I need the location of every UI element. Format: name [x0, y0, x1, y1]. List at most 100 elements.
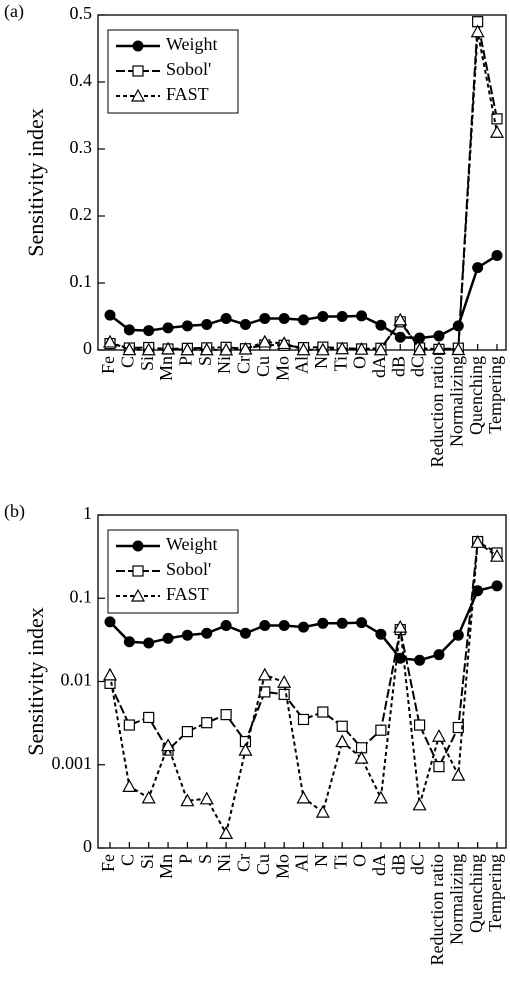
- marker: [278, 313, 290, 325]
- marker: [412, 797, 427, 811]
- marker: [296, 790, 311, 804]
- marker: [317, 706, 329, 718]
- marker: [238, 341, 253, 355]
- marker: [278, 688, 290, 700]
- marker: [315, 804, 330, 818]
- legend-label: Weight: [166, 534, 218, 554]
- marker: [123, 324, 135, 336]
- marker: [433, 761, 445, 773]
- marker: [102, 667, 118, 681]
- marker: [180, 342, 195, 356]
- marker: [199, 791, 214, 805]
- x-tick-label: Normalizing: [446, 854, 466, 945]
- marker: [181, 320, 193, 332]
- x-tick-label: Cr: [234, 854, 254, 872]
- y-axis-label: Sensitivity index: [23, 108, 48, 257]
- marker: [259, 313, 271, 325]
- y-tick-label: 0.1: [70, 271, 93, 291]
- marker: [201, 319, 213, 331]
- legend-label: Sobol': [166, 59, 211, 79]
- marker: [220, 620, 232, 632]
- marker: [257, 667, 272, 681]
- marker: [373, 790, 388, 804]
- marker: [431, 341, 446, 355]
- panel-label: (b): [4, 501, 25, 522]
- x-tick-label: dC: [408, 356, 428, 377]
- marker: [162, 322, 174, 334]
- y-tick-label: 0.01: [61, 670, 93, 690]
- marker: [335, 734, 350, 748]
- marker: [104, 309, 116, 321]
- marker: [335, 341, 350, 355]
- marker: [375, 724, 387, 736]
- marker: [104, 616, 116, 628]
- x-tick-label: Ni: [214, 854, 234, 872]
- y-tick-label: 1: [83, 503, 92, 523]
- x-tick-label: Cu: [253, 854, 273, 875]
- x-tick-label: Al: [292, 356, 312, 374]
- marker: [257, 334, 272, 348]
- y-tick-label: 0.4: [70, 70, 93, 90]
- marker: [336, 617, 348, 629]
- x-tick-label: Mn: [156, 356, 176, 381]
- marker: [393, 312, 408, 326]
- marker: [317, 617, 329, 629]
- x-tick-label: Quenching: [466, 356, 486, 435]
- marker: [491, 250, 503, 262]
- marker: [220, 313, 232, 325]
- marker: [123, 636, 135, 648]
- legend-label: FAST: [166, 84, 209, 104]
- marker: [239, 627, 251, 639]
- legend-label: Sobol': [166, 559, 211, 579]
- marker: [141, 342, 156, 356]
- marker: [414, 654, 426, 666]
- marker: [375, 628, 387, 640]
- x-tick-label: dB: [388, 854, 408, 875]
- marker: [220, 709, 232, 721]
- x-tick-label: Mn: [156, 854, 176, 879]
- x-tick-label: Fe: [98, 356, 118, 374]
- x-tick-label: P: [176, 854, 196, 864]
- x-tick-label: Mo: [272, 854, 292, 879]
- marker: [161, 738, 176, 752]
- marker: [277, 336, 292, 350]
- marker: [451, 342, 466, 356]
- x-tick-label: Reduction ratio: [427, 854, 447, 965]
- x-tick-label: Al: [292, 854, 312, 872]
- x-tick-label: Tempering: [485, 854, 505, 932]
- marker: [431, 728, 446, 742]
- x-tick-label: Cu: [253, 356, 273, 377]
- x-tick-label: dA: [369, 356, 389, 378]
- y-tick-label: 0.5: [70, 3, 93, 23]
- y-tick-label: 0.001: [52, 753, 93, 773]
- marker: [472, 585, 484, 597]
- marker: [201, 717, 213, 729]
- marker: [162, 632, 174, 644]
- marker: [356, 617, 368, 629]
- marker: [132, 40, 144, 52]
- marker: [143, 325, 155, 337]
- x-tick-label: Cr: [234, 356, 254, 374]
- marker: [491, 580, 503, 592]
- marker: [143, 711, 155, 724]
- marker: [297, 713, 310, 726]
- series-line: [109, 539, 498, 769]
- x-tick-label: O: [350, 854, 370, 867]
- marker: [452, 320, 464, 332]
- x-tick-label: Ti: [330, 854, 350, 869]
- marker: [123, 719, 135, 731]
- marker: [489, 124, 505, 138]
- marker: [259, 620, 271, 632]
- marker: [239, 319, 251, 331]
- marker: [472, 262, 484, 274]
- marker: [161, 341, 176, 355]
- marker: [122, 779, 137, 792]
- marker: [317, 311, 329, 322]
- marker: [102, 334, 118, 348]
- marker: [451, 767, 466, 781]
- y-tick-label: 0: [83, 836, 92, 856]
- x-tick-label: N: [311, 356, 331, 369]
- marker: [143, 637, 155, 649]
